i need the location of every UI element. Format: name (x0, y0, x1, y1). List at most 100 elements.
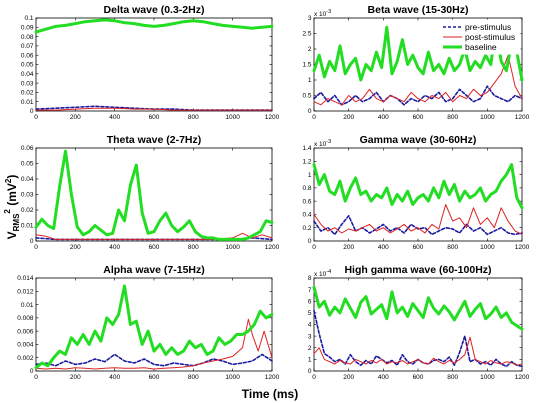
y-axis-label-main: V (5, 231, 19, 239)
panel-6-ytick-label: 7 (308, 287, 312, 294)
panel-1-xtick-label: 600 (149, 114, 160, 121)
panel-2-series-post-stimulus (313, 54, 523, 106)
panel-4-ytick-label: 0 (308, 238, 312, 245)
panel-5-xtick-label: 0 (34, 374, 38, 381)
panel-3-ytick-label: 0.04 (21, 176, 34, 183)
panel-2-series-pre-stimulus (313, 85, 523, 106)
panel-6-plot-area (313, 277, 523, 372)
panel-6: High gamma wave (60-100Hz) 0 200 400 600 800 1… (308, 264, 530, 381)
panel-5: Alpha wave (7-15Hz) 0 200 400 600 800 1000 1200… (17, 264, 279, 381)
panel-2-xtick-label: 200 (343, 114, 354, 121)
panel-4-series-pre-stimulus (313, 215, 523, 236)
panel-5-ytick-label: 0.01 (21, 302, 34, 309)
panel-2-series-baseline (312, 25, 524, 82)
panel-5-xtick-label: 1200 (265, 374, 280, 381)
panel-1-series-post-stimulus (35, 107, 273, 111)
panel-1-ytick-label: 0.01 (21, 99, 34, 106)
panel-6-xtick-label: 1000 (480, 374, 495, 381)
panel-4-xtick-label: 0 (312, 244, 316, 251)
panel-2-xtick-label: 1000 (480, 114, 495, 121)
panel-6-xtick-label: 400 (378, 374, 389, 381)
panel-4-ytick-label: 1 (308, 172, 312, 179)
panel-3-series-baseline (34, 149, 274, 241)
panel-5-xtick-label: 400 (109, 374, 120, 381)
panel-4-ytick-label: 0.8 (302, 185, 311, 192)
panel-6-ytick-label: 6 (308, 298, 312, 305)
panel-2-ytick-label: 1.5 (302, 62, 311, 69)
panel-4-xtick-label: 1200 (515, 244, 530, 251)
panel-4-ytick-label: 0.4 (302, 212, 311, 219)
panel-1-ytick-label: 0.09 (21, 25, 34, 32)
panel-3-xtick-label: 800 (188, 244, 199, 251)
panel-4-title: Gamma wave (30-60Hz) (360, 134, 477, 146)
panel-4-xtick-label: 600 (413, 244, 424, 251)
panel-6-xtick-label: 600 (413, 374, 424, 381)
panel-3-xtick-label: 0 (34, 244, 38, 251)
panel-1-ytick-label: 0.02 (21, 90, 34, 97)
panel-1-ytick-label: 0.04 (21, 71, 34, 78)
panel-4: Gamma wave (30-60Hz) 0 200 400 600 800 1000 120… (302, 134, 529, 251)
panel-3: Theta wave (2-7Hz) 0 200 400 600 800 1000 1200 0… (21, 134, 280, 251)
panel-6-ytick-label: 3 (308, 333, 312, 340)
panel-4-exponent: x 10-3 (314, 139, 331, 148)
panel-6-ytick-label: 8 (308, 275, 312, 282)
panel-1-ytick-label: 0 (30, 108, 34, 115)
panel-1-ytick-label: 0.1 (24, 15, 33, 22)
panel-3-ytick-label: 0.03 (21, 192, 34, 199)
panel-5-title: Alpha wave (7-15Hz) (103, 264, 205, 276)
panel-2-ytick-label: 3 (308, 15, 312, 22)
panel-2-title: Beta wave (15-30Hz) (368, 4, 469, 16)
panel-4-ytick-label: 0.2 (302, 225, 311, 232)
panel-1-ytick-label: 0.08 (21, 34, 34, 41)
panel-1-ytick-label: 0.05 (21, 62, 34, 69)
panel-6-xtick-label: 0 (312, 374, 316, 381)
panel-6-series-baseline (312, 285, 524, 331)
panel-4-xtick-label: 200 (343, 244, 354, 251)
panel-5-ytick-label: 0 (30, 368, 34, 375)
panel-2-xtick-label: 400 (378, 114, 389, 121)
panel-1: Delta wave (0.3-2Hz) 0 200 400 600 800 1000 120… (21, 4, 280, 121)
panel-3-series-post-stimulus (35, 232, 273, 240)
panel-2: Beta wave (15-30Hz)0 200 400 600 800 1000 1200… (302, 4, 529, 121)
y-axis-label: VRMS2 (mV2) (3, 175, 21, 240)
panel-5-xtick-label: 200 (70, 374, 81, 381)
panel-3-ytick-label: 0.06 (21, 145, 34, 152)
panel-6-xtick-label: 800 (447, 374, 458, 381)
panel-1-ytick-label: 0.07 (21, 43, 34, 50)
svg-text:VRMS2 (mV2): VRMS2 (mV2) (3, 175, 21, 240)
panel-1-xtick-label: 400 (109, 114, 120, 121)
panel-2-ytick-label: 0.5 (302, 93, 311, 100)
panel-5-plot-area (35, 277, 273, 372)
panel-2-legend-label-pre-stimulus: pre-stimulus (465, 22, 511, 32)
panel-1-xtick-label: 200 (70, 114, 81, 121)
panel-5-ytick-label: 0.004 (17, 342, 34, 349)
x-axis-label: Time (ms) (242, 387, 298, 401)
panel-6-xtick-label: 200 (343, 374, 354, 381)
panel-5-xtick-label: 1000 (225, 374, 240, 381)
panel-2-ytick-label: 0 (308, 108, 312, 115)
panel-2-xtick-label: 0 (312, 114, 316, 121)
panel-3-xtick-label: 200 (70, 244, 81, 251)
panel-5-ytick-label: 0.002 (17, 355, 34, 362)
panel-1-xtick-label: 1200 (265, 114, 280, 121)
panel-5-ytick-label: 0.014 (17, 275, 34, 282)
panel-4-xtick-label: 400 (378, 244, 389, 251)
y-axis-label-sub: RMS (12, 213, 21, 231)
panel-2-legend-label-baseline: baseline (465, 42, 497, 52)
panel-1-xtick-label: 800 (188, 114, 199, 121)
panel-6-exponent: x 10-4 (314, 269, 331, 278)
panel-6-ytick-label: 2 (308, 345, 312, 352)
panel-5-ytick-label: 0.008 (17, 315, 34, 322)
panel-1-xtick-label: 1000 (225, 114, 240, 121)
panel-3-ytick-label: 0.05 (21, 161, 34, 168)
panel-3-xtick-label: 1200 (265, 244, 280, 251)
panel-6-ytick-label: 1 (308, 357, 312, 364)
panel-4-series-post-stimulus (313, 204, 523, 235)
panel-2-ytick-label: 2.5 (302, 31, 311, 38)
panel-1-ytick-label: 0.03 (21, 80, 34, 87)
panel-5-series-baseline (34, 284, 274, 370)
panel-3-title: Theta wave (2-7Hz) (107, 134, 202, 146)
